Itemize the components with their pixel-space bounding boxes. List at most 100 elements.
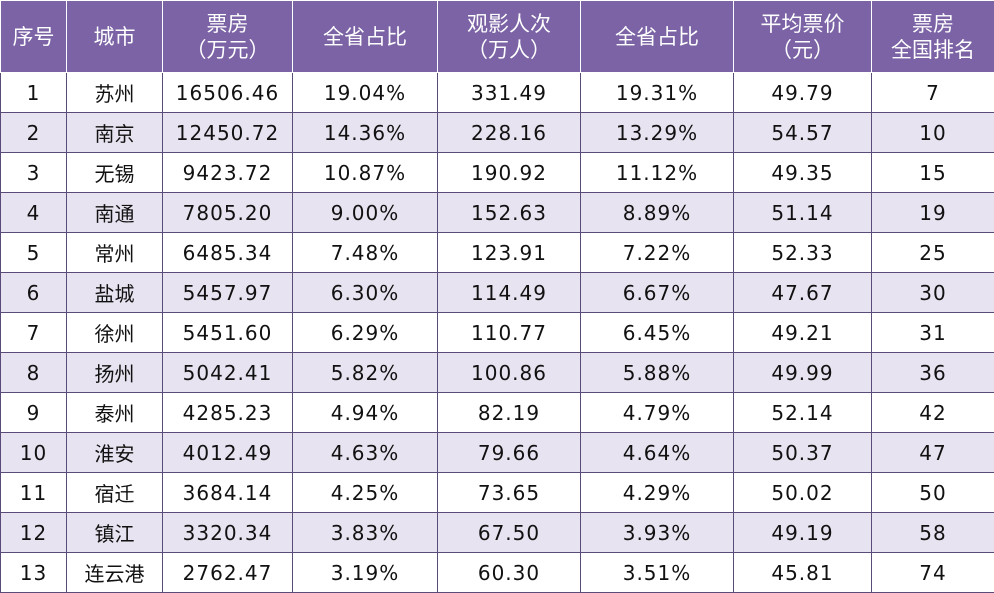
box-office-cell: 12450.72 bbox=[163, 113, 293, 153]
rank-cell: 12 bbox=[1, 513, 67, 553]
box-office-cell: 5042.41 bbox=[163, 353, 293, 393]
attendance-share-cell: 5.88% bbox=[581, 353, 734, 393]
header-national-rank: 票房全国排名 bbox=[872, 1, 994, 73]
city-cell: 连云港 bbox=[67, 553, 163, 593]
box-office-cell: 5457.97 bbox=[163, 273, 293, 313]
rank-cell: 3 bbox=[1, 153, 67, 193]
national-rank-cell: 58 bbox=[872, 513, 994, 553]
rank-cell: 13 bbox=[1, 553, 67, 593]
box-office-share-cell: 3.19% bbox=[293, 553, 438, 593]
rank-cell: 6 bbox=[1, 273, 67, 313]
avg-price-cell: 52.33 bbox=[734, 233, 872, 273]
box-office-share-cell: 3.83% bbox=[293, 513, 438, 553]
avg-price-cell: 50.02 bbox=[734, 473, 872, 513]
attendance-cell: 100.86 bbox=[438, 353, 581, 393]
avg-price-cell: 52.14 bbox=[734, 393, 872, 433]
header-rank: 序号 bbox=[1, 1, 67, 73]
national-rank-cell: 15 bbox=[872, 153, 994, 193]
box-office-share-cell: 4.63% bbox=[293, 433, 438, 473]
attendance-share-cell: 13.29% bbox=[581, 113, 734, 153]
city-cell: 无锡 bbox=[67, 153, 163, 193]
header-box-office-share: 全省占比 bbox=[293, 1, 438, 73]
attendance-share-cell: 8.89% bbox=[581, 193, 734, 233]
national-rank-cell: 30 bbox=[872, 273, 994, 313]
city-cell: 南京 bbox=[67, 113, 163, 153]
avg-price-cell: 49.21 bbox=[734, 313, 872, 353]
national-rank-cell: 19 bbox=[872, 193, 994, 233]
box-office-share-cell: 4.94% bbox=[293, 393, 438, 433]
header-avg-price-line1: 平均票价 bbox=[734, 11, 871, 37]
box-office-share-cell: 7.48% bbox=[293, 233, 438, 273]
national-rank-cell: 47 bbox=[872, 433, 994, 473]
header-attendance-share: 全省占比 bbox=[581, 1, 734, 73]
avg-price-cell: 54.57 bbox=[734, 113, 872, 153]
attendance-share-cell: 3.93% bbox=[581, 513, 734, 553]
attendance-share-cell: 4.29% bbox=[581, 473, 734, 513]
box-office-share-cell: 6.29% bbox=[293, 313, 438, 353]
attendance-cell: 123.91 bbox=[438, 233, 581, 273]
city-cell: 常州 bbox=[67, 233, 163, 273]
box-office-cell: 5451.60 bbox=[163, 313, 293, 353]
header-attendance-line2: （万人） bbox=[438, 37, 580, 63]
box-office-cell: 6485.34 bbox=[163, 233, 293, 273]
attendance-cell: 79.66 bbox=[438, 433, 581, 473]
avg-price-cell: 47.67 bbox=[734, 273, 872, 313]
header-box-office-share-line1: 全省占比 bbox=[323, 25, 407, 49]
box-office-cell: 9423.72 bbox=[163, 153, 293, 193]
national-rank-cell: 7 bbox=[872, 73, 994, 113]
attendance-cell: 331.49 bbox=[438, 73, 581, 113]
box-office-share-cell: 9.00% bbox=[293, 193, 438, 233]
national-rank-cell: 36 bbox=[872, 353, 994, 393]
box-office-share-cell: 4.25% bbox=[293, 473, 438, 513]
rank-cell: 1 bbox=[1, 73, 67, 113]
box-office-share-cell: 10.87% bbox=[293, 153, 438, 193]
attendance-cell: 152.63 bbox=[438, 193, 581, 233]
header-city-line1: 城市 bbox=[94, 25, 136, 49]
header-national-rank-line2: 全国排名 bbox=[872, 37, 994, 63]
attendance-cell: 82.19 bbox=[438, 393, 581, 433]
attendance-cell: 73.65 bbox=[438, 473, 581, 513]
box-office-cell: 4285.23 bbox=[163, 393, 293, 433]
attendance-cell: 110.77 bbox=[438, 313, 581, 353]
rank-cell: 2 bbox=[1, 113, 67, 153]
city-cell: 宿迁 bbox=[67, 473, 163, 513]
city-cell: 镇江 bbox=[67, 513, 163, 553]
rank-cell: 10 bbox=[1, 433, 67, 473]
rank-cell: 11 bbox=[1, 473, 67, 513]
box-office-cell: 4012.49 bbox=[163, 433, 293, 473]
national-rank-cell: 74 bbox=[872, 553, 994, 593]
rank-cell: 8 bbox=[1, 353, 67, 393]
city-cell: 苏州 bbox=[67, 73, 163, 113]
header-row: 序号 城市 票房（万元） 全省占比 观影人次（万人） 全省占比 平均票价（元） … bbox=[1, 1, 994, 73]
attendance-share-cell: 4.64% bbox=[581, 433, 734, 473]
attendance-share-cell: 19.31% bbox=[581, 73, 734, 113]
box-office-cell: 3320.34 bbox=[163, 513, 293, 553]
box-office-share-cell: 6.30% bbox=[293, 273, 438, 313]
attendance-share-cell: 6.67% bbox=[581, 273, 734, 313]
national-rank-cell: 31 bbox=[872, 313, 994, 353]
box-office-cell: 16506.46 bbox=[163, 73, 293, 113]
header-attendance: 观影人次（万人） bbox=[438, 1, 581, 73]
city-cell: 扬州 bbox=[67, 353, 163, 393]
box-office-cell: 7805.20 bbox=[163, 193, 293, 233]
box-office-cell: 2762.47 bbox=[163, 553, 293, 593]
header-national-rank-line1: 票房 bbox=[872, 11, 994, 37]
box-office-cell: 3684.14 bbox=[163, 473, 293, 513]
attendance-share-cell: 4.79% bbox=[581, 393, 734, 433]
city-cell: 盐城 bbox=[67, 273, 163, 313]
header-avg-price-line2: （元） bbox=[734, 37, 871, 63]
header-box-office-line1: 票房 bbox=[163, 11, 292, 37]
city-cell: 淮安 bbox=[67, 433, 163, 473]
header-avg-price: 平均票价（元） bbox=[734, 1, 872, 73]
attendance-cell: 67.50 bbox=[438, 513, 581, 553]
attendance-cell: 60.30 bbox=[438, 553, 581, 593]
